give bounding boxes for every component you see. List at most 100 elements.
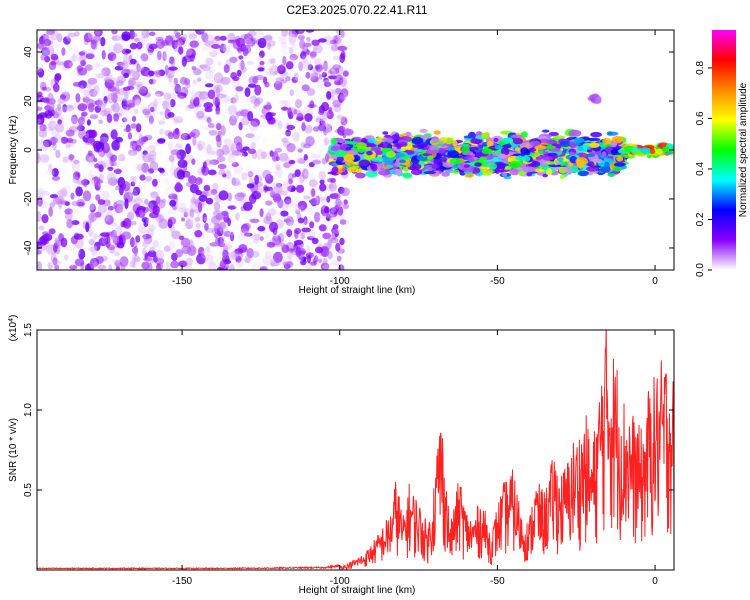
spectrogram-cell [229, 115, 237, 126]
spectrogram-cell [37, 188, 44, 198]
spectrogram-cell [263, 186, 274, 192]
spectrogram-cell [607, 173, 616, 177]
spectrogram-cell [241, 151, 248, 157]
spectrogram-cell [520, 147, 529, 156]
spectrogram-cell [280, 210, 289, 217]
spectrogram-cell [148, 115, 154, 125]
spectrogram-cell [257, 225, 266, 232]
spectrogram-cell [288, 248, 294, 253]
spectrogram-cell [293, 240, 304, 245]
spectrogram-cell [113, 252, 121, 257]
spectrogram-cell [53, 110, 58, 118]
spectrogram-cell [273, 251, 283, 263]
spectrogram-cell [152, 178, 158, 187]
spectrogram-cell [136, 99, 141, 107]
spectrogram-cell [130, 220, 137, 226]
spectrogram-cell [101, 50, 106, 60]
spectrogram-cell [463, 135, 475, 139]
spectrogram-cell [186, 48, 196, 59]
spectrogram-cell [223, 43, 231, 55]
spectrogram-cell [277, 177, 282, 187]
spectrogram-cell [231, 181, 242, 186]
spectrogram-cell [290, 36, 296, 44]
spectrogram-cell [95, 62, 101, 68]
spectrogram-cell [65, 143, 71, 149]
spectrogram-cell [243, 232, 253, 237]
spectrogram-cell [101, 67, 111, 77]
spectrogram-cell [272, 235, 277, 244]
spectrogram-cell [307, 64, 313, 71]
spectrogram-cell [118, 141, 124, 150]
spectrogram-cell [287, 107, 292, 118]
spectrogram-cell [111, 172, 118, 180]
spectrogram-cell [217, 163, 227, 170]
x-tick-label: 0 [652, 276, 658, 287]
spectrogram-cell [184, 97, 190, 107]
spectrogram-cell [112, 154, 122, 165]
spectrogram-cell [190, 197, 197, 204]
spectrogram-cell [655, 148, 663, 155]
spectrogram-cell [308, 262, 315, 270]
spectrogram-cell [246, 248, 254, 259]
spectrogram-cell [238, 55, 244, 60]
spectrogram-cell [113, 168, 122, 175]
spectrogram-cell [87, 137, 94, 146]
spectrogram-cell [74, 258, 85, 267]
spectrogram-cell [193, 105, 203, 117]
spectrogram-cell [302, 106, 309, 116]
spectrogram-cell [63, 60, 73, 69]
spectrogram-cell [215, 86, 220, 98]
colorbar: 0.0 0.2 0.4 0.6 0.8 Normalized spectral ampl… [695, 30, 749, 277]
spectrogram-cell [196, 110, 205, 121]
spectrogram-cell [116, 34, 123, 43]
spectrogram-cell [216, 81, 223, 87]
spectrogram-cell [145, 218, 151, 224]
spectrogram-cell [262, 255, 272, 266]
spectrogram-cell [250, 118, 260, 127]
spectrogram-cell [175, 181, 182, 192]
spectrogram-cell [173, 30, 178, 36]
spectrogram-cell [168, 73, 173, 83]
spectrogram-cell [130, 181, 136, 187]
spectrogram-cell [187, 104, 197, 109]
spectrogram-cell [109, 263, 117, 270]
spectrogram-cell [186, 31, 196, 38]
spectrogram-cell [266, 241, 276, 248]
spectrogram-cell [230, 143, 237, 152]
spectrogram-cell [207, 89, 216, 100]
spectrogram-cell [128, 189, 138, 199]
spectrogram-cell [254, 98, 261, 107]
spectrogram-cell [493, 137, 499, 142]
spectrogram-cell [498, 153, 507, 159]
spectrogram-cell [510, 134, 524, 139]
spectrogram-cell [227, 192, 232, 202]
spectrogram-cell [194, 164, 203, 172]
spectrogram-cell [197, 111, 205, 116]
spectrogram-cell [320, 116, 326, 127]
spectrogram-cell [48, 80, 55, 85]
spectrogram-cell [56, 59, 64, 70]
spectrogram-cell [98, 237, 108, 247]
spectrogram-cell [189, 132, 196, 138]
spectrogram-cell [322, 63, 329, 73]
spectrogram-cell [227, 104, 238, 116]
spectrogram-cell [312, 154, 322, 159]
spectrogram-cell [95, 194, 101, 201]
spectrogram-cell [75, 93, 81, 103]
spectrogram-cell [146, 256, 155, 265]
spectrogram-cell [221, 210, 229, 217]
spectrogram-cell [335, 87, 342, 95]
spectrogram-cell [321, 101, 330, 112]
spectrogram-cell [267, 42, 272, 50]
spectrogram-cell [273, 70, 278, 75]
x-tick-label: -100 [330, 276, 350, 287]
spectrogram-cell [78, 122, 83, 131]
spectrogram-cell [238, 244, 248, 253]
spectrogram-cell [98, 148, 104, 158]
spectrogram-cell [212, 210, 219, 216]
spectrogram-cell [283, 117, 289, 128]
spectrogram-cell [80, 59, 87, 67]
spectrogram-cell [170, 260, 180, 269]
spectrogram-cell [149, 161, 159, 171]
spectrogram-cell [281, 41, 287, 48]
